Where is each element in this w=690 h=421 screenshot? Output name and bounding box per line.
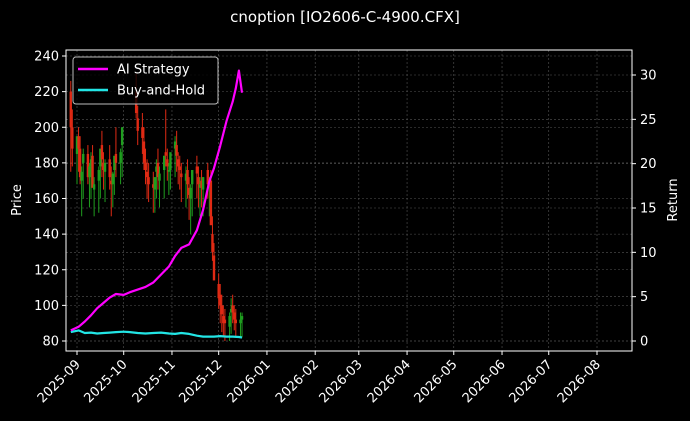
legend-label: AI Strategy xyxy=(117,63,190,78)
x-tick-label: 2026-06 xyxy=(460,357,509,406)
left-y-tick-label: 160 xyxy=(34,192,59,207)
right-y-axis: 0 5 10 15 20 25 30 xyxy=(632,69,657,350)
left-y-tick-label: 220 xyxy=(34,85,59,100)
x-tick-label: 2026-02 xyxy=(273,357,322,406)
x-tick-label: 2025-11 xyxy=(130,357,179,406)
x-tick-label: 2025-12 xyxy=(176,357,225,406)
left-y-tick-label: 200 xyxy=(34,121,59,136)
x-tick-label: 2025-09 xyxy=(35,357,84,406)
right-y-tick-label: 15 xyxy=(640,202,657,217)
x-tick-label: 2026-08 xyxy=(555,357,604,406)
x-tick-label: 2026-07 xyxy=(507,357,556,406)
x-tick-label: 2026-01 xyxy=(225,357,274,406)
left-y-tick-label: 140 xyxy=(34,228,59,243)
left-y-tick-label: 100 xyxy=(34,299,59,314)
left-y-axis: 80 100 120 140 160 180 200 220 240 xyxy=(34,50,66,350)
x-tick-label: 2026-05 xyxy=(412,357,461,406)
legend-label: Buy-and-Hold xyxy=(117,84,205,99)
x-tick-label: 2026-04 xyxy=(365,357,414,406)
left-y-tick-label: 240 xyxy=(34,50,59,65)
left-y-tick-label: 180 xyxy=(34,156,59,171)
right-y-tick-label: 5 xyxy=(640,290,648,305)
right-y-tick-label: 30 xyxy=(640,69,657,84)
left-y-tick-label: 80 xyxy=(42,335,59,350)
x-tick-label: 2025-10 xyxy=(82,357,131,406)
return-lines xyxy=(70,69,244,339)
x-tick-label: 2026-03 xyxy=(317,357,366,406)
series-line xyxy=(70,329,243,339)
chart-title: cnoption [IO2606-C-4900.CFX] xyxy=(230,8,460,26)
price-candles xyxy=(69,73,244,341)
left-y-tick-label: 120 xyxy=(34,263,59,278)
right-y-tick-label: 25 xyxy=(640,113,657,128)
right-y-tick-label: 0 xyxy=(640,335,648,350)
chart-legend: AI Strategy Buy-and-Hold xyxy=(72,56,219,105)
plot-frame xyxy=(65,49,633,352)
right-y-tick-label: 20 xyxy=(640,157,657,172)
left-y-axis-label: Price xyxy=(10,184,25,216)
right-y-tick-label: 10 xyxy=(640,246,657,261)
series-line xyxy=(70,69,244,332)
right-y-axis-label: Return xyxy=(666,178,681,221)
